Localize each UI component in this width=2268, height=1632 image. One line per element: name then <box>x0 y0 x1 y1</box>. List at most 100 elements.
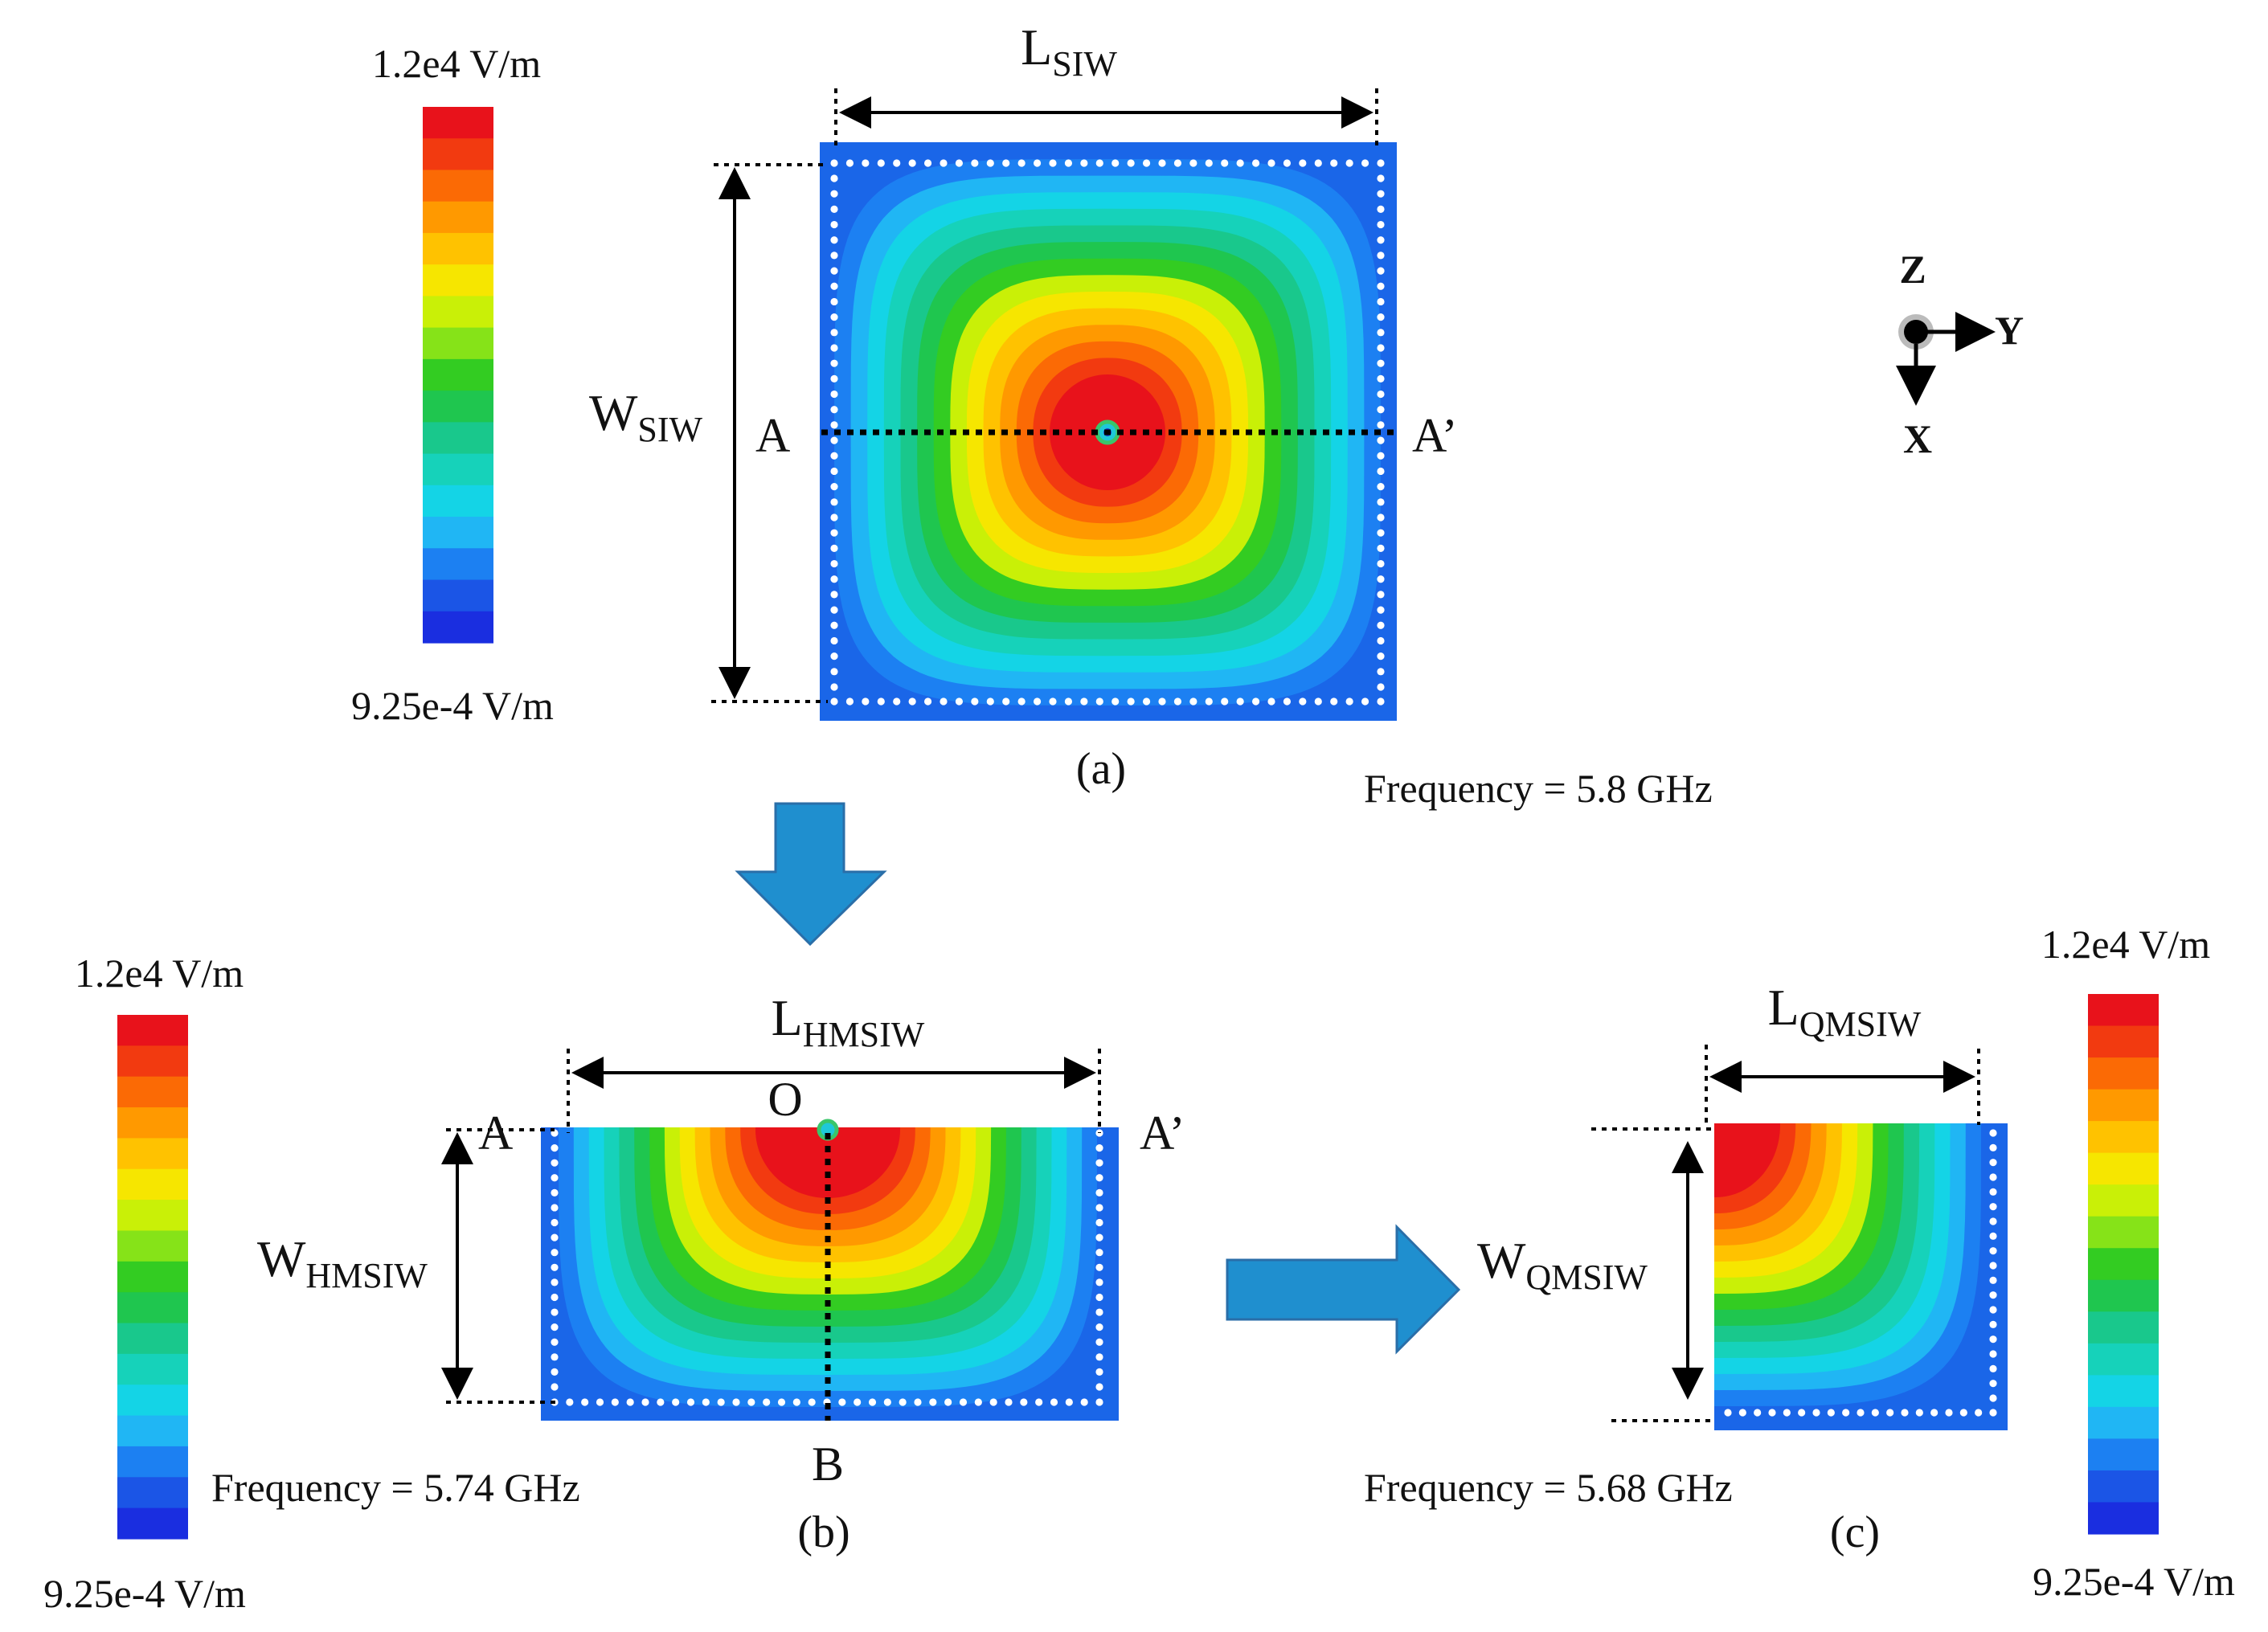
via-hole <box>1345 159 1353 167</box>
via-hole <box>971 697 979 706</box>
axes-z-label: Z <box>1899 247 1926 292</box>
via-hole <box>1754 1409 1762 1417</box>
via-hole <box>1095 1263 1103 1271</box>
via-hole <box>877 697 885 706</box>
colorbar-swatch <box>117 1415 188 1447</box>
via-hole <box>1377 544 1385 552</box>
via-hole <box>830 575 838 583</box>
via-hole <box>1049 697 1057 706</box>
via-hole <box>986 697 994 706</box>
via-hole <box>1267 159 1275 167</box>
via-hole <box>1930 1409 1938 1417</box>
via-hole <box>1989 1188 1997 1196</box>
via-hole <box>1111 159 1120 167</box>
via-hole <box>551 1263 559 1271</box>
via-hole <box>1377 329 1385 337</box>
via-hole <box>830 313 838 321</box>
colorbar-left: 1.2e4 V/m 9.25e-4 V/m <box>43 951 246 1616</box>
via-hole <box>1377 236 1385 244</box>
via-hole <box>551 1218 559 1227</box>
via-hole <box>1989 1335 1997 1344</box>
via-hole <box>808 1398 816 1406</box>
panel-a-frequency: Frequency = 5.8 GHz <box>1364 766 1713 811</box>
via-hole <box>1050 1398 1058 1406</box>
via-hole <box>1377 652 1385 661</box>
via-hole <box>1345 697 1353 706</box>
colorbar-swatch <box>423 485 493 517</box>
via-hole <box>596 1398 604 1406</box>
via-hole <box>1142 697 1151 706</box>
via-hole <box>1017 697 1026 706</box>
via-hole <box>686 1398 695 1406</box>
via-hole <box>830 591 838 599</box>
via-hole <box>1251 697 1260 706</box>
via-hole <box>1095 1233 1103 1241</box>
panel-b-caption: (b) <box>797 1507 849 1557</box>
colorbar-swatch <box>2088 1343 2159 1376</box>
via-hole <box>1330 159 1338 167</box>
colorbar-swatch <box>2088 1089 2159 1122</box>
via-hole <box>1377 683 1385 691</box>
via-hole <box>1005 1398 1013 1406</box>
via-hole <box>854 1398 862 1406</box>
via-hole <box>908 159 916 167</box>
via-hole <box>830 421 838 429</box>
via-hole <box>1158 159 1166 167</box>
via-hole <box>1095 1204 1103 1212</box>
hmsiw-point-b: B <box>812 1438 844 1491</box>
via-hole <box>989 1398 997 1406</box>
via-hole <box>1377 697 1385 706</box>
via-hole <box>1314 159 1322 167</box>
via-hole <box>1377 467 1385 476</box>
via-hole <box>1377 606 1385 614</box>
siw-field-contours <box>834 159 1381 706</box>
colorbar-swatch <box>117 1261 188 1293</box>
colorbar-swatch <box>423 391 493 423</box>
via-hole <box>1377 636 1385 645</box>
via-hole <box>830 282 838 290</box>
colorbar-swatch <box>2088 1216 2159 1249</box>
via-hole <box>929 1398 937 1406</box>
via-hole <box>830 452 838 460</box>
via-hole <box>955 159 964 167</box>
via-hole <box>838 1398 846 1406</box>
colorbar-swatch <box>2088 1502 2159 1535</box>
colorbar-right: 1.2e4 V/m 9.25e-4 V/m <box>2033 922 2235 1604</box>
via-hole <box>1377 190 1385 198</box>
via-hole <box>1377 559 1385 568</box>
via-hole <box>877 159 885 167</box>
colorbar-swatch <box>423 170 493 202</box>
panel-c-qmsiw: LQMSIW WQMSIW (c) Frequency = 5.68 GHz <box>1364 979 2008 1557</box>
via-hole <box>830 390 838 399</box>
via-hole <box>1377 452 1385 460</box>
via-hole <box>830 236 838 244</box>
via-hole <box>1095 1293 1103 1302</box>
via-hole <box>1959 1409 1967 1417</box>
via-hole <box>830 436 838 444</box>
via-hole <box>830 683 838 691</box>
via-hole <box>1283 697 1292 706</box>
via-hole <box>1377 513 1385 522</box>
via-hole <box>657 1398 665 1406</box>
colorbar-swatch <box>117 1446 188 1478</box>
via-hole <box>1377 483 1385 491</box>
colorbar-swatch <box>117 1353 188 1385</box>
panel-c-caption: (c) <box>1830 1507 1880 1557</box>
via-hole <box>830 267 838 275</box>
colorbar-swatch <box>423 579 493 612</box>
colorbar-swatch <box>2088 1438 2159 1471</box>
via-hole <box>862 159 870 167</box>
colorbar-swatch <box>423 422 493 455</box>
via-hole <box>1095 1249 1103 1257</box>
via-hole <box>1299 159 1307 167</box>
via-hole <box>1017 159 1026 167</box>
via-hole <box>1267 697 1275 706</box>
siw-length-label: LSIW <box>1021 18 1117 84</box>
colorbar-swatch <box>423 611 493 644</box>
via-hole <box>551 1338 559 1346</box>
via-hole <box>830 159 838 167</box>
colorbar-swatch <box>2088 1184 2159 1217</box>
via-hole <box>1377 159 1385 167</box>
via-hole <box>1095 1353 1103 1361</box>
panel-b-hmsiw: LHMSIW WHMSIW A A’ O B (b) Frequency = 5… <box>211 989 1185 1557</box>
